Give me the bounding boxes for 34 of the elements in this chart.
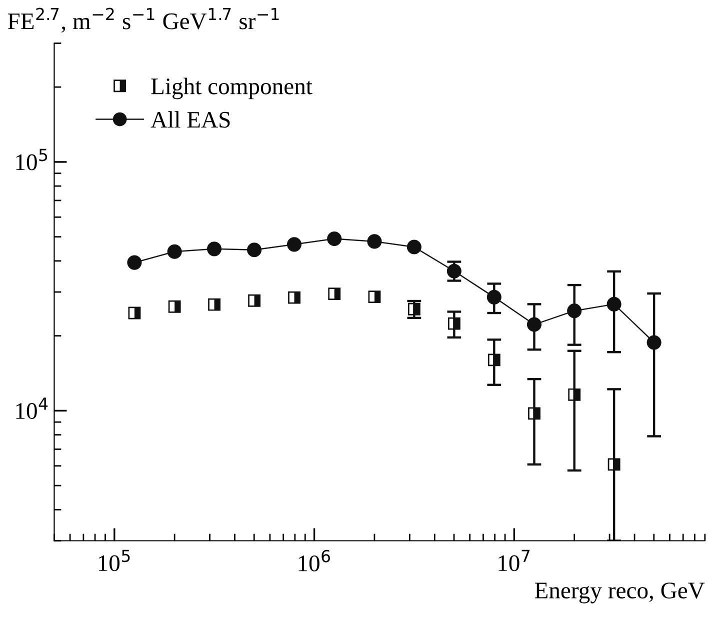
point <box>446 264 462 278</box>
point <box>248 294 260 307</box>
legend-label: All EAS <box>150 111 230 128</box>
point <box>247 242 262 258</box>
point <box>368 290 381 303</box>
x-tick-label: 10$^{5}$ <box>98 550 130 572</box>
point <box>328 288 341 300</box>
point <box>208 298 220 311</box>
point <box>167 244 182 259</box>
point <box>286 237 302 252</box>
point <box>127 255 142 270</box>
point <box>168 300 181 313</box>
x-axis-title: Energy reco, GeV <box>534 582 705 604</box>
point <box>646 335 662 350</box>
point <box>606 296 622 312</box>
legend-label: Light component <box>151 78 312 100</box>
point <box>206 242 222 256</box>
point <box>568 388 581 401</box>
point <box>448 317 460 330</box>
point <box>486 290 502 304</box>
x-tick-label: 10$^{7}$ <box>498 550 530 572</box>
point <box>367 234 382 249</box>
point <box>288 291 300 304</box>
point <box>488 354 500 366</box>
point <box>327 232 342 246</box>
text: FE$^{2.7}$, m$^{−2}$ s$^{−1}$ GeV$^{1.7}$ sr$^{−1}$ <box>8 8 279 33</box>
point <box>406 240 422 254</box>
point <box>526 317 542 332</box>
point <box>528 407 540 420</box>
x-tick-label: 10$^{6}$ <box>298 550 330 572</box>
point <box>408 302 420 316</box>
point <box>567 304 582 318</box>
y-tick-label: 10$^{4}$ <box>16 398 48 419</box>
point <box>608 458 620 471</box>
